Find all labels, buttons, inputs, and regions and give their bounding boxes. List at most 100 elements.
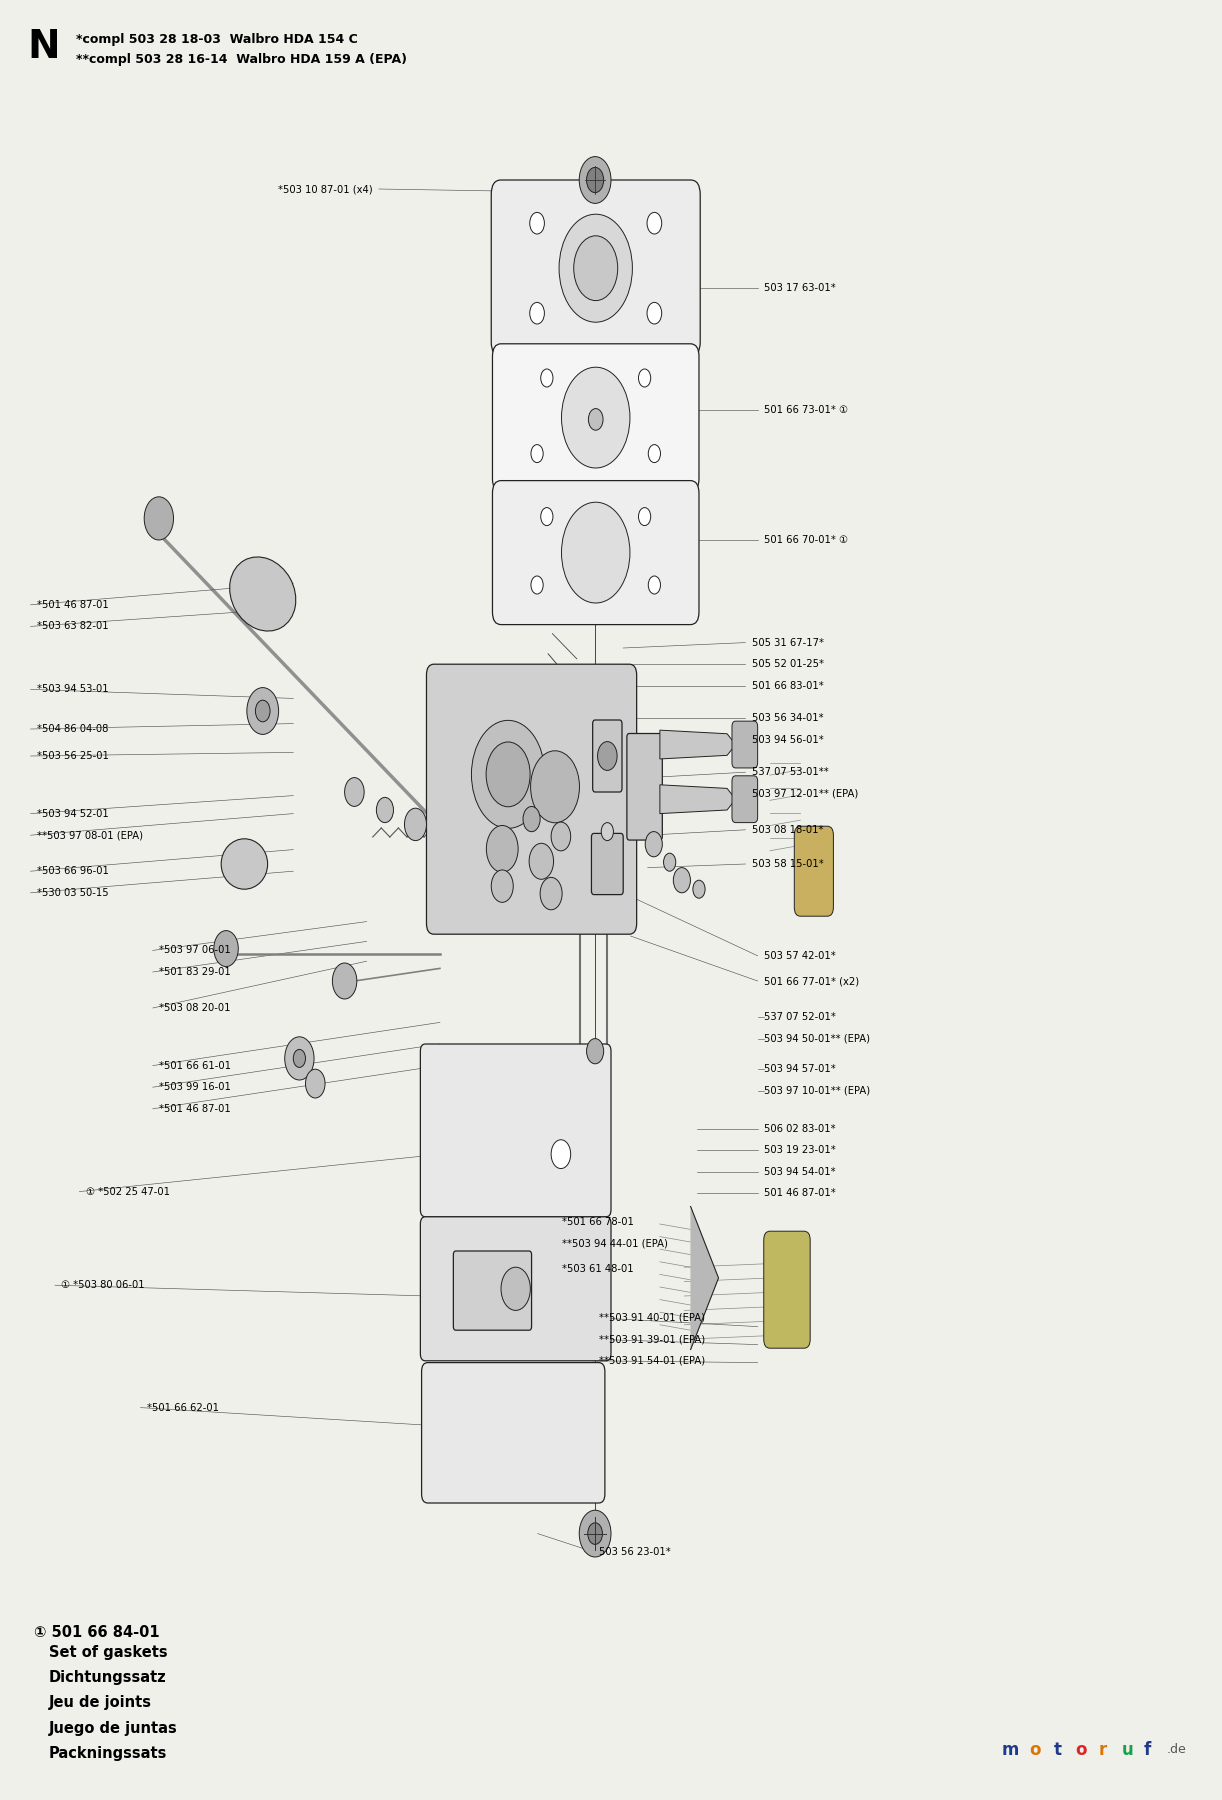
Text: **503 94 44-01 (EPA): **503 94 44-01 (EPA) [562, 1238, 668, 1249]
Circle shape [491, 869, 513, 902]
Text: *503 66 96-01: *503 66 96-01 [37, 866, 109, 877]
Text: .de: .de [1167, 1742, 1187, 1757]
Circle shape [579, 1510, 611, 1557]
Text: 537 07 52-01*: 537 07 52-01* [764, 1012, 836, 1022]
Text: Packningssats: Packningssats [49, 1746, 167, 1760]
FancyBboxPatch shape [420, 1217, 611, 1361]
FancyBboxPatch shape [422, 1363, 605, 1503]
Text: *503 97 06-01: *503 97 06-01 [159, 945, 231, 956]
Circle shape [486, 742, 530, 806]
Circle shape [306, 1069, 325, 1098]
Circle shape [648, 212, 662, 234]
FancyBboxPatch shape [764, 1231, 810, 1348]
Circle shape [560, 214, 633, 322]
FancyBboxPatch shape [492, 344, 699, 491]
Text: u: u [1122, 1741, 1134, 1759]
Circle shape [562, 367, 631, 468]
Circle shape [551, 1139, 571, 1168]
Circle shape [530, 212, 545, 234]
Circle shape [540, 877, 562, 909]
Text: 503 57 42-01*: 503 57 42-01* [764, 950, 836, 961]
Text: **503 91 39-01 (EPA): **503 91 39-01 (EPA) [599, 1334, 705, 1345]
Text: 501 66 77-01* (x2): 501 66 77-01* (x2) [764, 976, 859, 986]
Circle shape [587, 167, 604, 193]
Text: *503 63 82-01: *503 63 82-01 [37, 621, 109, 632]
Text: *501 46 87-01: *501 46 87-01 [37, 599, 109, 610]
Text: **503 91 40-01 (EPA): **503 91 40-01 (EPA) [599, 1312, 705, 1323]
Text: 503 17 63-01*: 503 17 63-01* [764, 283, 836, 293]
Text: 503 94 57-01*: 503 94 57-01* [764, 1064, 836, 1075]
Text: **503 97 08-01 (EPA): **503 97 08-01 (EPA) [37, 830, 143, 841]
Polygon shape [660, 731, 736, 760]
Text: ① *502 25 47-01: ① *502 25 47-01 [86, 1186, 170, 1197]
Circle shape [579, 157, 611, 203]
Text: ① *503 80 06-01: ① *503 80 06-01 [61, 1280, 144, 1291]
Ellipse shape [230, 556, 296, 632]
Text: N: N [27, 27, 60, 67]
Circle shape [540, 508, 554, 526]
Circle shape [530, 576, 543, 594]
Circle shape [645, 832, 662, 857]
Circle shape [598, 742, 617, 770]
Circle shape [587, 1039, 604, 1064]
Text: 506 02 83-01*: 506 02 83-01* [764, 1123, 836, 1134]
Text: *503 99 16-01: *503 99 16-01 [159, 1082, 231, 1093]
Text: *501 66 78-01: *501 66 78-01 [562, 1217, 634, 1228]
Circle shape [639, 508, 651, 526]
Text: 503 56 23-01*: 503 56 23-01* [599, 1546, 671, 1557]
Polygon shape [690, 1206, 719, 1350]
FancyBboxPatch shape [426, 664, 637, 934]
Text: Dichtungssatz: Dichtungssatz [49, 1670, 166, 1685]
Ellipse shape [221, 839, 268, 889]
Text: o: o [1029, 1741, 1040, 1759]
FancyBboxPatch shape [492, 481, 699, 625]
Text: *503 94 52-01: *503 94 52-01 [37, 808, 109, 819]
Circle shape [376, 797, 393, 823]
Circle shape [501, 1267, 530, 1310]
Circle shape [648, 445, 660, 463]
FancyBboxPatch shape [420, 1044, 611, 1217]
Text: t: t [1053, 1741, 1062, 1759]
Text: *504 86 04-08: *504 86 04-08 [37, 724, 108, 734]
Text: 537 07 53-01**: 537 07 53-01** [752, 767, 829, 778]
Circle shape [648, 576, 660, 594]
FancyBboxPatch shape [627, 734, 662, 841]
Text: 503 94 50-01** (EPA): 503 94 50-01** (EPA) [764, 1033, 870, 1044]
Text: *503 94 53-01: *503 94 53-01 [37, 684, 109, 695]
Circle shape [293, 1049, 306, 1067]
Circle shape [285, 1037, 314, 1080]
Text: 503 56 34-01*: 503 56 34-01* [752, 713, 824, 724]
Circle shape [601, 823, 613, 841]
Text: **503 91 54-01 (EPA): **503 91 54-01 (EPA) [599, 1355, 705, 1366]
Circle shape [144, 497, 174, 540]
Circle shape [530, 302, 545, 324]
Circle shape [247, 688, 279, 734]
Polygon shape [660, 785, 736, 814]
FancyBboxPatch shape [593, 720, 622, 792]
FancyBboxPatch shape [453, 1251, 532, 1330]
Circle shape [562, 502, 631, 603]
Text: *503 10 87-01 (x4): *503 10 87-01 (x4) [279, 184, 373, 194]
Text: f: f [1144, 1741, 1151, 1759]
FancyBboxPatch shape [732, 776, 758, 823]
Circle shape [540, 369, 554, 387]
FancyBboxPatch shape [732, 722, 758, 769]
Text: *compl 503 28 18-03  Walbro HDA 154 C: *compl 503 28 18-03 Walbro HDA 154 C [76, 32, 358, 47]
Text: **compl 503 28 16-14  Walbro HDA 159 A (EPA): **compl 503 28 16-14 Walbro HDA 159 A (E… [76, 52, 407, 67]
Circle shape [404, 808, 426, 841]
Text: *503 56 25-01: *503 56 25-01 [37, 751, 109, 761]
Text: *503 61 48-01: *503 61 48-01 [562, 1264, 634, 1274]
Circle shape [530, 445, 543, 463]
Circle shape [551, 823, 571, 851]
Text: 503 08 18-01*: 503 08 18-01* [752, 824, 824, 835]
Circle shape [529, 842, 554, 880]
Text: 505 52 01-25*: 505 52 01-25* [752, 659, 824, 670]
Text: o: o [1075, 1741, 1086, 1759]
Text: 505 31 67-17*: 505 31 67-17* [752, 637, 824, 648]
Circle shape [255, 700, 270, 722]
Text: 503 97 10-01** (EPA): 503 97 10-01** (EPA) [764, 1085, 870, 1096]
Text: 503 94 54-01*: 503 94 54-01* [764, 1166, 836, 1177]
Circle shape [214, 931, 238, 967]
Circle shape [486, 826, 518, 873]
FancyBboxPatch shape [591, 833, 623, 895]
